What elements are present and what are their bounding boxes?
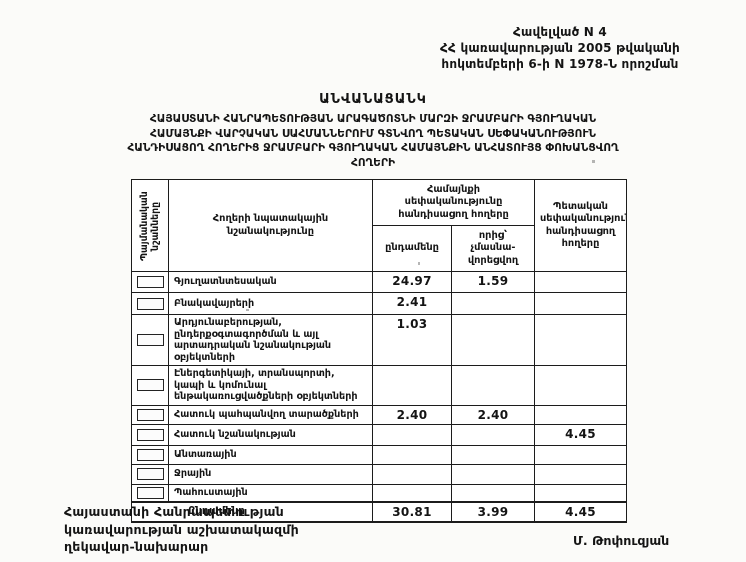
value-total: 2.41: [372, 292, 452, 315]
table-row: Հատուկ նշանակության 4.45: [131, 423, 628, 446]
value-total: 24.97: [372, 271, 452, 293]
header-conventional-signs: Պայմանական նշանները: [131, 179, 169, 272]
sign-cell: [131, 483, 169, 502]
total-value-state: 4.45: [534, 500, 628, 523]
value-total: [372, 463, 452, 485]
value-non-privatized: [450, 483, 536, 502]
legend-box-icon: [136, 448, 164, 461]
value-non-privatized: [450, 463, 536, 485]
scan-speckle: [418, 262, 420, 265]
legend-box-icon: [136, 334, 164, 346]
legend-box-icon: [136, 428, 164, 441]
sign-cell: [131, 365, 169, 406]
signatory-org-line-3: ղեկավար-նախարար: [64, 539, 209, 554]
header-land-purpose: Հողերի նպատակային նշանակությունը: [168, 179, 373, 272]
sign-cell: [131, 292, 169, 315]
land-category-label: Անտառային: [168, 444, 373, 465]
annex-line-2: ՀՀ կառավարության 2005 թվականի: [440, 41, 680, 55]
value-total: 1.03: [372, 314, 452, 366]
title-line-3: ՀԱՆԴԻՍԱՑՈՂ ՀՈՂԵՐԻՑ ՋՐԱՄԲԱՐԻ ԳՅՈՒՂԱԿԱՆ ՀԱ…: [127, 142, 619, 154]
value-total: [372, 423, 452, 446]
land-transfer-table: Պայմանական նշանները Հողերի նպատակային նշ…: [131, 179, 628, 523]
value-total: [372, 483, 452, 502]
table-total-row: Ընդամենը 30.81 3.99 4.45: [131, 500, 628, 523]
header-community-property-group: Համայնքի սեփականությունը հանդիսացող հողե…: [371, 179, 536, 226]
annex-line-3: հոկտեմբերի 6-ի N 1978-Ն որոշման: [441, 57, 679, 71]
table-row: Գյուղատնտեսական 24.97 1.59: [131, 271, 628, 293]
land-category-label: Բնակավայրերի: [168, 292, 373, 315]
table-header-row-1: Պայմանական նշանները Հողերի նպատակային նշ…: [131, 179, 628, 272]
value-total: [372, 365, 452, 406]
value-state: [534, 404, 628, 425]
value-non-privatized: [450, 423, 536, 446]
sign-cell: [131, 404, 169, 425]
value-non-privatized: [450, 444, 536, 465]
table-row: Անտառային: [131, 444, 628, 465]
header-subcol-non-privatized: որից՝ չմասնա-վորեցվող: [450, 225, 536, 272]
table-header-row-2: ընդամենը որից՝ չմասնա-վորեցվող: [132, 225, 627, 272]
land-category-label: Արդյունաբերության, ընդերքօգտագործման և ա…: [168, 314, 373, 366]
scan-speckle: [592, 160, 595, 163]
header-state-property: Պետական սեփականություն հանդիսացող հողերը: [534, 179, 628, 272]
legend-box-icon: [136, 408, 164, 421]
annex-reference: Հավելված N 4 ՀՀ կառավարության 2005 թվակա…: [382, 24, 738, 72]
value-state: [534, 271, 628, 293]
table-row: Հատուկ պահպանվող տարածքների 2.40 2.40: [131, 404, 628, 425]
value-state: [534, 314, 628, 366]
land-category-label: Հատուկ նշանակության: [168, 423, 373, 446]
title-line-2: ՀԱՄԱՅՆՔԻ ՎԱՐՉԱԿԱՆ ՍԱՀՄԱՆՆԵՐՈՒՄ ԳՏՆՎՈՂ ՊԵ…: [149, 127, 597, 140]
sign-cell: [131, 271, 169, 293]
value-non-privatized: [450, 292, 536, 315]
legend-box-icon: [136, 297, 164, 310]
sign-cell: [131, 423, 169, 446]
value-non-privatized: 2.40: [450, 404, 536, 425]
title-line-1: ՀԱՅԱՍՏԱՆԻ ՀԱՆՐԱՊԵՏՈՒԹՅԱՆ ԱՐԱԳԱԾՈՏՆԻ ՄԱՐԶ…: [149, 113, 597, 125]
value-state: 4.45: [534, 423, 628, 446]
sign-cell: [131, 463, 169, 485]
scan-speckle: [152, 143, 155, 145]
header-subcol-total: ընդամենը: [372, 225, 452, 272]
title-heading: ԱՆՎԱՆԱՑԱՆԿ: [319, 92, 427, 107]
scan-speckle: [246, 309, 249, 311]
title-line-4: ՀՈՂԵՐԻ: [350, 156, 396, 169]
signatory-org-line-2: կառավարության աշխատակազմի: [64, 521, 299, 537]
signatory-name: Մ. Թոփուզյան: [573, 533, 670, 548]
sign-cell: [131, 314, 169, 366]
table-row: Ջրային: [131, 463, 628, 485]
land-category-label: Հատուկ պահպանվող տարածքների: [168, 404, 373, 425]
annex-line-1: Հավելված N 4: [513, 25, 607, 39]
legend-box-icon: [136, 276, 164, 288]
value-non-privatized: 1.59: [450, 271, 536, 293]
table-row: Արդյունաբերության, ընդերքօգտագործման և ա…: [131, 314, 628, 366]
value-total: [372, 444, 452, 465]
sign-cell: [131, 444, 169, 465]
value-total: 2.40: [372, 404, 452, 425]
signatory-org-line-1: Հայաստանի Հանրապետության: [64, 504, 284, 519]
total-value-non-privatized: 3.99: [450, 500, 536, 523]
land-category-label: Էներգետիկայի, տրանսպորտի, կապի և կոմունա…: [168, 365, 373, 406]
value-state: [534, 463, 628, 485]
table-row: Բնակավայրերի 2.41: [131, 292, 628, 315]
total-row-label: Ընդամենը: [131, 500, 373, 523]
document-title: ԱՆՎԱՆԱՑԱՆԿ ՀԱՅԱՍՏԱՆԻ ՀԱՆՐԱՊԵՏՈՒԹՅԱՆ ԱՐԱԳ…: [85, 92, 661, 170]
header-conventional-signs-label: Պայմանական նշանները: [139, 190, 161, 261]
table-row: Պահուստային: [131, 483, 628, 502]
value-state: [534, 292, 628, 315]
value-state: [534, 365, 628, 406]
legend-box-icon: [136, 379, 164, 392]
total-value-total: 30.81: [372, 500, 452, 523]
value-non-privatized: [450, 365, 536, 406]
land-category-label: Պահուստային: [168, 483, 373, 502]
legend-box-icon: [136, 486, 164, 499]
value-state: [534, 444, 628, 465]
legend-box-icon: [136, 468, 164, 480]
value-state: [534, 483, 628, 502]
value-non-privatized: [450, 314, 536, 366]
table-row: Էներգետիկայի, տրանսպորտի, կապի և կոմունա…: [131, 365, 628, 406]
land-category-label: Ջրային: [168, 463, 373, 485]
land-category-label: Գյուղատնտեսական: [168, 271, 373, 293]
signatory-title-block: Հայաստանի Հանրապետության կառավարության ա…: [64, 503, 299, 556]
